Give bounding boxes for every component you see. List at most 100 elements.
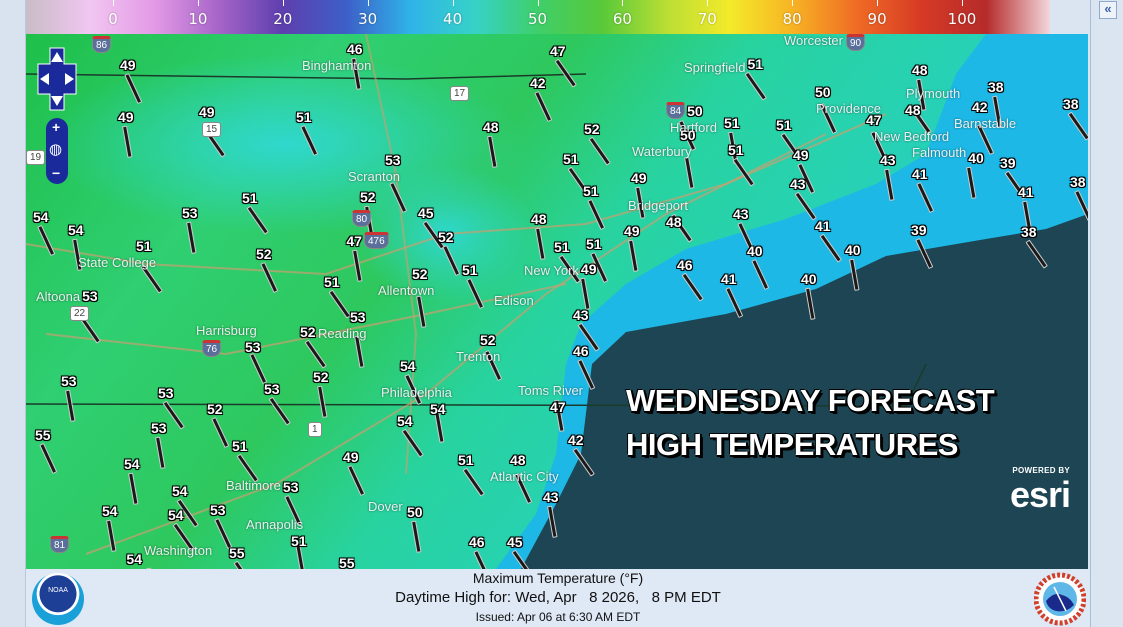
- station-temperature[interactable]: 51: [462, 262, 478, 278]
- station-temperature[interactable]: 42: [530, 75, 546, 91]
- station-temperature[interactable]: 51: [324, 274, 340, 290]
- station-temperature[interactable]: 54: [400, 358, 416, 374]
- station-temperature[interactable]: 54: [172, 483, 188, 499]
- station-temperature[interactable]: 51: [776, 117, 792, 133]
- station-temperature[interactable]: 55: [229, 545, 245, 561]
- station-temperature[interactable]: 53: [82, 288, 98, 304]
- station-temperature[interactable]: 38: [1021, 224, 1037, 240]
- station-temperature[interactable]: 39: [1000, 155, 1016, 171]
- station-temperature[interactable]: 47: [550, 399, 566, 415]
- station-temperature[interactable]: 38: [988, 79, 1004, 95]
- station-temperature[interactable]: 49: [580, 261, 597, 277]
- station-temperature[interactable]: 54: [33, 209, 49, 225]
- station-temperature[interactable]: 52: [584, 121, 600, 137]
- station-temperature[interactable]: 40: [845, 242, 861, 258]
- collapse-panel-button[interactable]: «: [1099, 1, 1117, 19]
- station-temperature[interactable]: 51: [242, 190, 258, 206]
- station-temperature[interactable]: 49: [199, 104, 215, 120]
- station-temperature[interactable]: 41: [721, 271, 737, 287]
- station-temperature[interactable]: 50: [687, 103, 703, 119]
- station-temperature[interactable]: 40: [801, 271, 817, 287]
- station-temperature[interactable]: 51: [291, 533, 307, 549]
- station-temperature[interactable]: 43: [790, 176, 806, 192]
- station-temperature[interactable]: 48: [483, 119, 499, 135]
- station-temperature[interactable]: 49: [793, 147, 809, 163]
- station-temperature[interactable]: 53: [151, 420, 167, 436]
- station-temperature[interactable]: 51: [458, 452, 474, 468]
- station-temperature[interactable]: 41: [912, 166, 928, 182]
- station-temperature[interactable]: 53: [245, 339, 261, 355]
- station-temperature[interactable]: 52: [313, 369, 329, 385]
- station-temperature[interactable]: 47: [550, 43, 566, 59]
- station-temperature[interactable]: 52: [256, 246, 272, 262]
- station-temperature[interactable]: 53: [350, 309, 366, 325]
- station-temperature[interactable]: 53: [210, 502, 226, 518]
- station-temperature[interactable]: 51: [232, 438, 248, 454]
- station-temperature[interactable]: 38: [1063, 96, 1079, 112]
- station-temperature[interactable]: 53: [182, 205, 198, 221]
- pan-control[interactable]: [36, 46, 78, 112]
- station-temperature[interactable]: 42: [972, 99, 988, 115]
- station-temperature[interactable]: 45: [418, 205, 434, 221]
- station-temperature[interactable]: 46: [573, 343, 589, 359]
- station-temperature[interactable]: 53: [282, 479, 299, 495]
- globe-icon[interactable]: ◍: [49, 141, 63, 158]
- station-temperature[interactable]: 41: [815, 218, 831, 234]
- station-temperature[interactable]: 51: [563, 151, 579, 167]
- station-temperature[interactable]: 51: [136, 238, 152, 254]
- station-temperature[interactable]: 43: [880, 152, 896, 168]
- zoom-in-button[interactable]: +: [52, 119, 61, 135]
- station-temperature[interactable]: 48: [666, 214, 682, 230]
- station-temperature[interactable]: 54: [124, 456, 140, 472]
- station-temperature[interactable]: 49: [120, 57, 136, 73]
- station-temperature[interactable]: 49: [631, 170, 647, 186]
- station-temperature[interactable]: 49: [624, 223, 640, 239]
- station-temperature[interactable]: 50: [815, 84, 831, 100]
- station-temperature[interactable]: 49: [118, 109, 134, 125]
- station-temperature[interactable]: 52: [360, 189, 376, 205]
- station-temperature[interactable]: 52: [300, 324, 316, 340]
- station-temperature[interactable]: 52: [480, 332, 496, 348]
- station-temperature[interactable]: 51: [586, 236, 602, 252]
- station-temperature[interactable]: 52: [207, 401, 223, 417]
- station-temperature[interactable]: 47: [866, 112, 882, 128]
- station-temperature[interactable]: 53: [158, 385, 174, 401]
- station-temperature[interactable]: 54: [430, 401, 446, 417]
- station-temperature[interactable]: 53: [61, 373, 77, 389]
- station-temperature[interactable]: 48: [531, 211, 547, 227]
- zoom-out-button[interactable]: −: [52, 165, 61, 181]
- station-temperature[interactable]: 55: [35, 427, 51, 443]
- station-temperature[interactable]: 39: [911, 222, 927, 238]
- station-temperature[interactable]: 54: [397, 413, 413, 429]
- station-temperature[interactable]: 43: [573, 307, 589, 323]
- station-temperature[interactable]: 46: [469, 534, 485, 550]
- station-temperature[interactable]: 54: [68, 222, 84, 238]
- station-temperature[interactable]: 51: [296, 109, 312, 125]
- station-temperature[interactable]: 50: [680, 127, 696, 143]
- station-temperature[interactable]: 42: [568, 432, 584, 448]
- station-temperature[interactable]: 43: [543, 489, 559, 505]
- station-temperature[interactable]: 55: [339, 555, 355, 570]
- station-temperature[interactable]: 51: [747, 56, 764, 72]
- station-temperature[interactable]: 49: [343, 449, 359, 465]
- station-temperature[interactable]: 38: [1070, 174, 1086, 190]
- station-temperature[interactable]: 41: [1018, 184, 1034, 200]
- station-temperature[interactable]: 52: [438, 229, 454, 245]
- station-temperature[interactable]: 51: [554, 239, 570, 255]
- station-temperature[interactable]: 40: [747, 243, 763, 259]
- station-temperature[interactable]: 47: [346, 233, 362, 249]
- station-temperature[interactable]: 48: [905, 102, 921, 118]
- station-temperature[interactable]: 54: [102, 503, 118, 519]
- station-temperature[interactable]: 45: [507, 534, 523, 550]
- station-temperature[interactable]: 53: [264, 381, 280, 397]
- station-temperature[interactable]: 52: [412, 266, 428, 282]
- station-temperature[interactable]: 50: [407, 504, 423, 520]
- station-temperature[interactable]: 54: [168, 507, 184, 523]
- station-temperature[interactable]: 43: [733, 206, 749, 222]
- station-temperature[interactable]: 51: [728, 142, 744, 158]
- zoom-control[interactable]: + ◍ −: [46, 118, 68, 184]
- station-temperature[interactable]: 48: [510, 452, 526, 468]
- station-temperature[interactable]: 48: [912, 62, 928, 78]
- map-view[interactable]: 49 46 47 42 49 49 51 48 52 53 52 51 51 48 45 52 53 51 54 54…: [26, 34, 1088, 569]
- station-temperature[interactable]: 46: [677, 257, 693, 273]
